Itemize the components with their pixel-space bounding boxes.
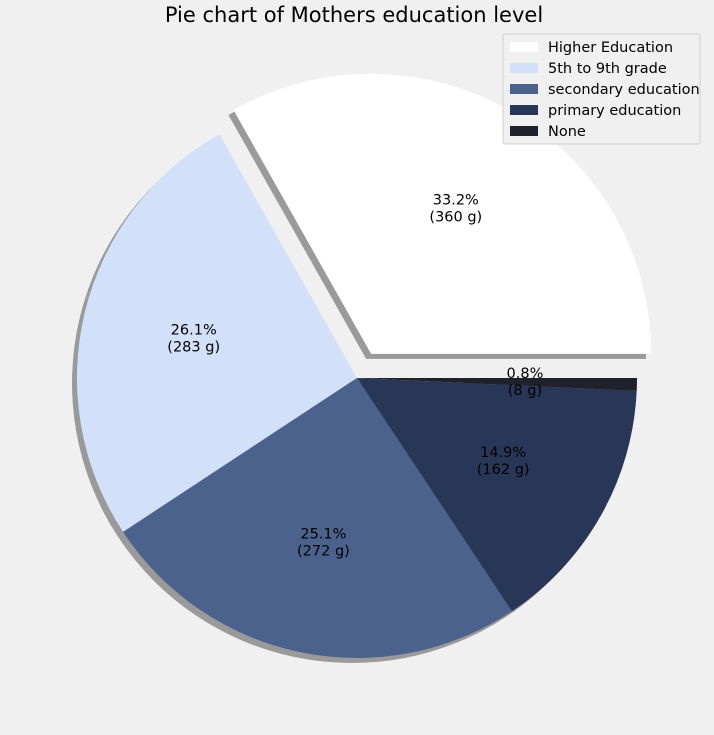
- legend-swatch-5th-to-9th-grade: [510, 63, 538, 73]
- legend-label-higher-education: Higher Education: [548, 40, 673, 56]
- legend-box: [502, 33, 701, 145]
- legend-label-5th-to-9th-grade: 5th to 9th grade: [548, 61, 667, 77]
- slice-label-secondary-education: 25.1% (272 g): [297, 527, 350, 560]
- slice-label-5th-to-9th-grade: 26.1% (283 g): [167, 322, 220, 355]
- pie-labels: 33.2% (360 g) 26.1% (283 g) 25.1% (272 g) 14.9…: [167, 193, 543, 560]
- slice-label-primary-education: 14.9% (162 g): [477, 445, 530, 478]
- slice-primary-education: [357, 378, 637, 612]
- slice-5th-to-9th-grade: [76, 134, 357, 532]
- legend-label-primary-education: primary education: [548, 103, 681, 119]
- pie-slices: [76, 73, 652, 658]
- slice-label-none: 0.8% (8 g): [507, 366, 544, 399]
- legend: Higher Education 5th to 9th grade secondar…: [502, 33, 701, 145]
- chart-title: Pie chart of Mothers education level: [165, 3, 543, 27]
- legend-label-secondary-education: secondary education: [548, 82, 700, 98]
- legend-label-none: None: [548, 124, 586, 140]
- slice-secondary-education: [123, 378, 512, 658]
- legend-swatch-higher-education: [510, 42, 538, 52]
- legend-swatch-secondary-education: [510, 84, 538, 94]
- slice-label-higher-education: 33.2% (360 g): [429, 193, 482, 226]
- legend-swatch-primary-education: [510, 105, 538, 115]
- legend-swatch-none: [510, 126, 538, 136]
- slice-none: [357, 378, 637, 391]
